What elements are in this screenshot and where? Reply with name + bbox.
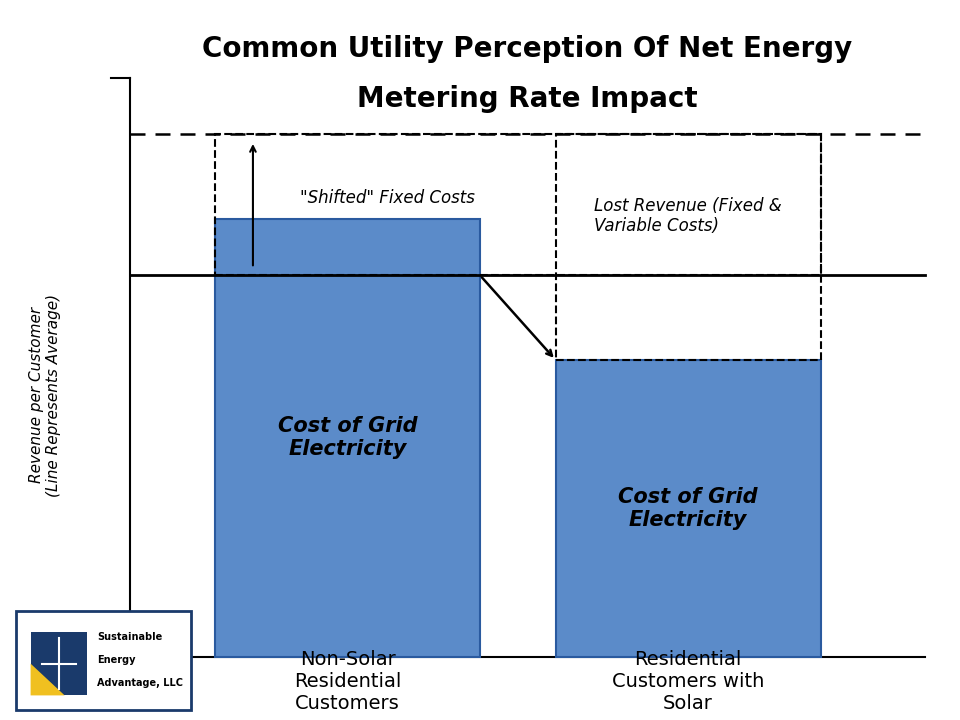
FancyBboxPatch shape [215,219,480,657]
Text: Advantage, LLC: Advantage, LLC [97,678,182,688]
FancyBboxPatch shape [16,611,191,709]
Text: Common Utility Perception Of Net Energy: Common Utility Perception Of Net Energy [203,35,852,63]
Text: Lost Revenue (Fixed &
Variable Costs): Lost Revenue (Fixed & Variable Costs) [593,197,781,235]
Text: "Shifted" Fixed Costs: "Shifted" Fixed Costs [300,189,475,207]
Text: Energy: Energy [97,655,135,665]
Polygon shape [31,664,64,696]
Text: Non-Solar
Residential
Customers: Non-Solar Residential Customers [294,650,401,713]
Text: Cost of Grid
Electricity: Cost of Grid Electricity [618,487,758,530]
Text: Residential
Customers with
Solar: Residential Customers with Solar [612,650,764,713]
Text: Metering Rate Impact: Metering Rate Impact [357,85,698,112]
Text: Sustainable: Sustainable [97,632,162,642]
Text: Cost of Grid
Electricity: Cost of Grid Electricity [277,416,418,459]
FancyBboxPatch shape [556,360,821,657]
FancyBboxPatch shape [31,632,87,696]
Text: Revenue per Customer
(Line Represents Average): Revenue per Customer (Line Represents Av… [29,294,61,497]
